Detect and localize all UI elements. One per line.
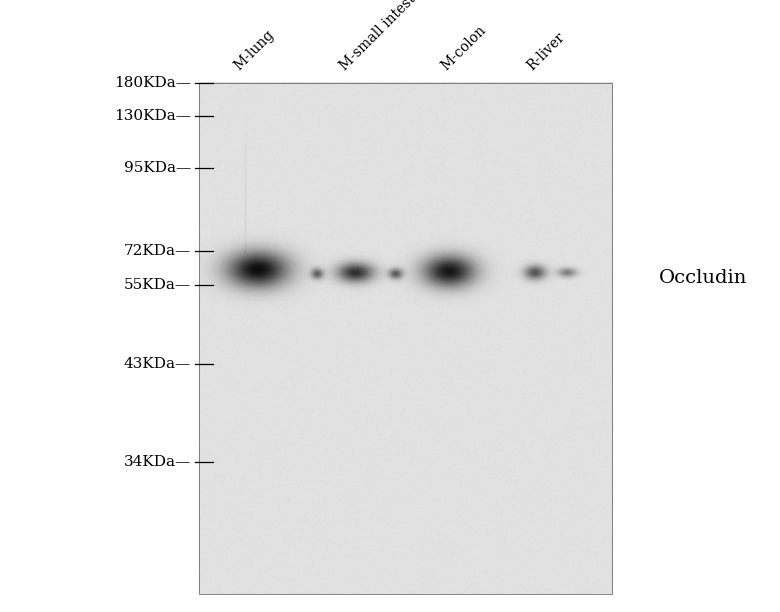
Bar xyxy=(199,83,612,594)
Text: M-colon: M-colon xyxy=(438,23,489,73)
Text: M-small intestine: M-small intestine xyxy=(337,0,434,73)
Text: Occludin: Occludin xyxy=(659,269,747,288)
Text: 43KDa—: 43KDa— xyxy=(124,357,191,371)
Text: M-lung: M-lung xyxy=(232,28,278,73)
Text: 34KDa—: 34KDa— xyxy=(124,455,191,469)
Text: 72KDa—: 72KDa— xyxy=(124,244,191,258)
Text: 95KDa—: 95KDa— xyxy=(124,162,191,175)
Text: 180KDa—: 180KDa— xyxy=(114,76,191,89)
Text: R-liver: R-liver xyxy=(524,31,568,73)
Text: 55KDa—: 55KDa— xyxy=(124,278,191,291)
Text: 130KDa—: 130KDa— xyxy=(114,110,191,123)
